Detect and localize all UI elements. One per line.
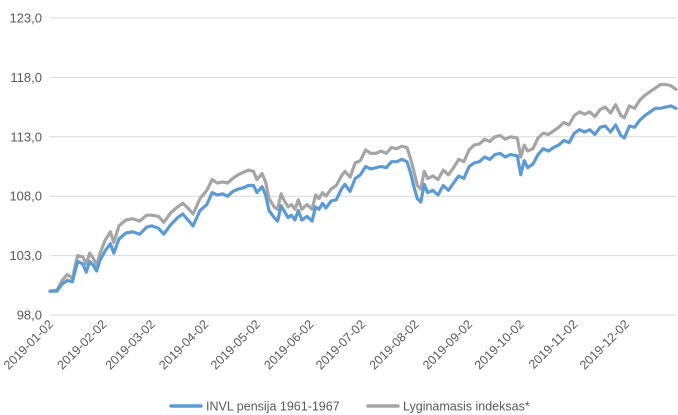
x-tick-label: 2019-11-02 — [526, 317, 580, 371]
series-line-lyginamasis-indeksas — [48, 82, 678, 293]
x-tick-label: 2019-09-02 — [420, 317, 475, 372]
legend-label: INVL pensija 1961-1967 — [206, 400, 340, 414]
x-tick-label: 2019-08-02 — [367, 317, 422, 372]
y-tick-label: 113,0 — [10, 129, 42, 144]
legend: INVL pensija 1961-1967 Lyginamasis indeks… — [169, 400, 530, 414]
x-tick-label: 2019-07-02 — [313, 317, 368, 372]
y-tick-label: 98,0 — [17, 308, 42, 323]
x-tick-label: 2019-10-02 — [472, 317, 527, 372]
x-tick-label: 2019-05-02 — [208, 317, 263, 372]
x-tick-label: 2019-04-02 — [156, 317, 211, 372]
series-line-invl-pensija — [48, 104, 678, 293]
series-lines — [48, 82, 678, 293]
gridlines — [50, 17, 676, 316]
y-tick-label: 103,0 — [9, 248, 42, 263]
y-tick-label: 118,0 — [10, 70, 42, 85]
y-tick-label: 108,0 — [9, 189, 42, 204]
y-tick-label: 123,0 — [9, 11, 42, 26]
y-axis-ticks: 98,0 103,0 108,0 113,0 118,0 123,0 — [9, 11, 42, 323]
x-tick-label: 2019-12-02 — [577, 317, 632, 372]
x-tick-label: 2019-06-02 — [261, 317, 316, 372]
x-tick-label: 2019-03-02 — [103, 317, 158, 372]
x-tick-label: 2019-02-02 — [54, 317, 109, 372]
x-axis-ticks: 2019-01-022019-02-022019-03-022019-04-02… — [1, 317, 632, 372]
legend-label: Lyginamasis indeksas* — [403, 400, 530, 414]
x-tick-label: 2019-01-02 — [1, 317, 56, 372]
